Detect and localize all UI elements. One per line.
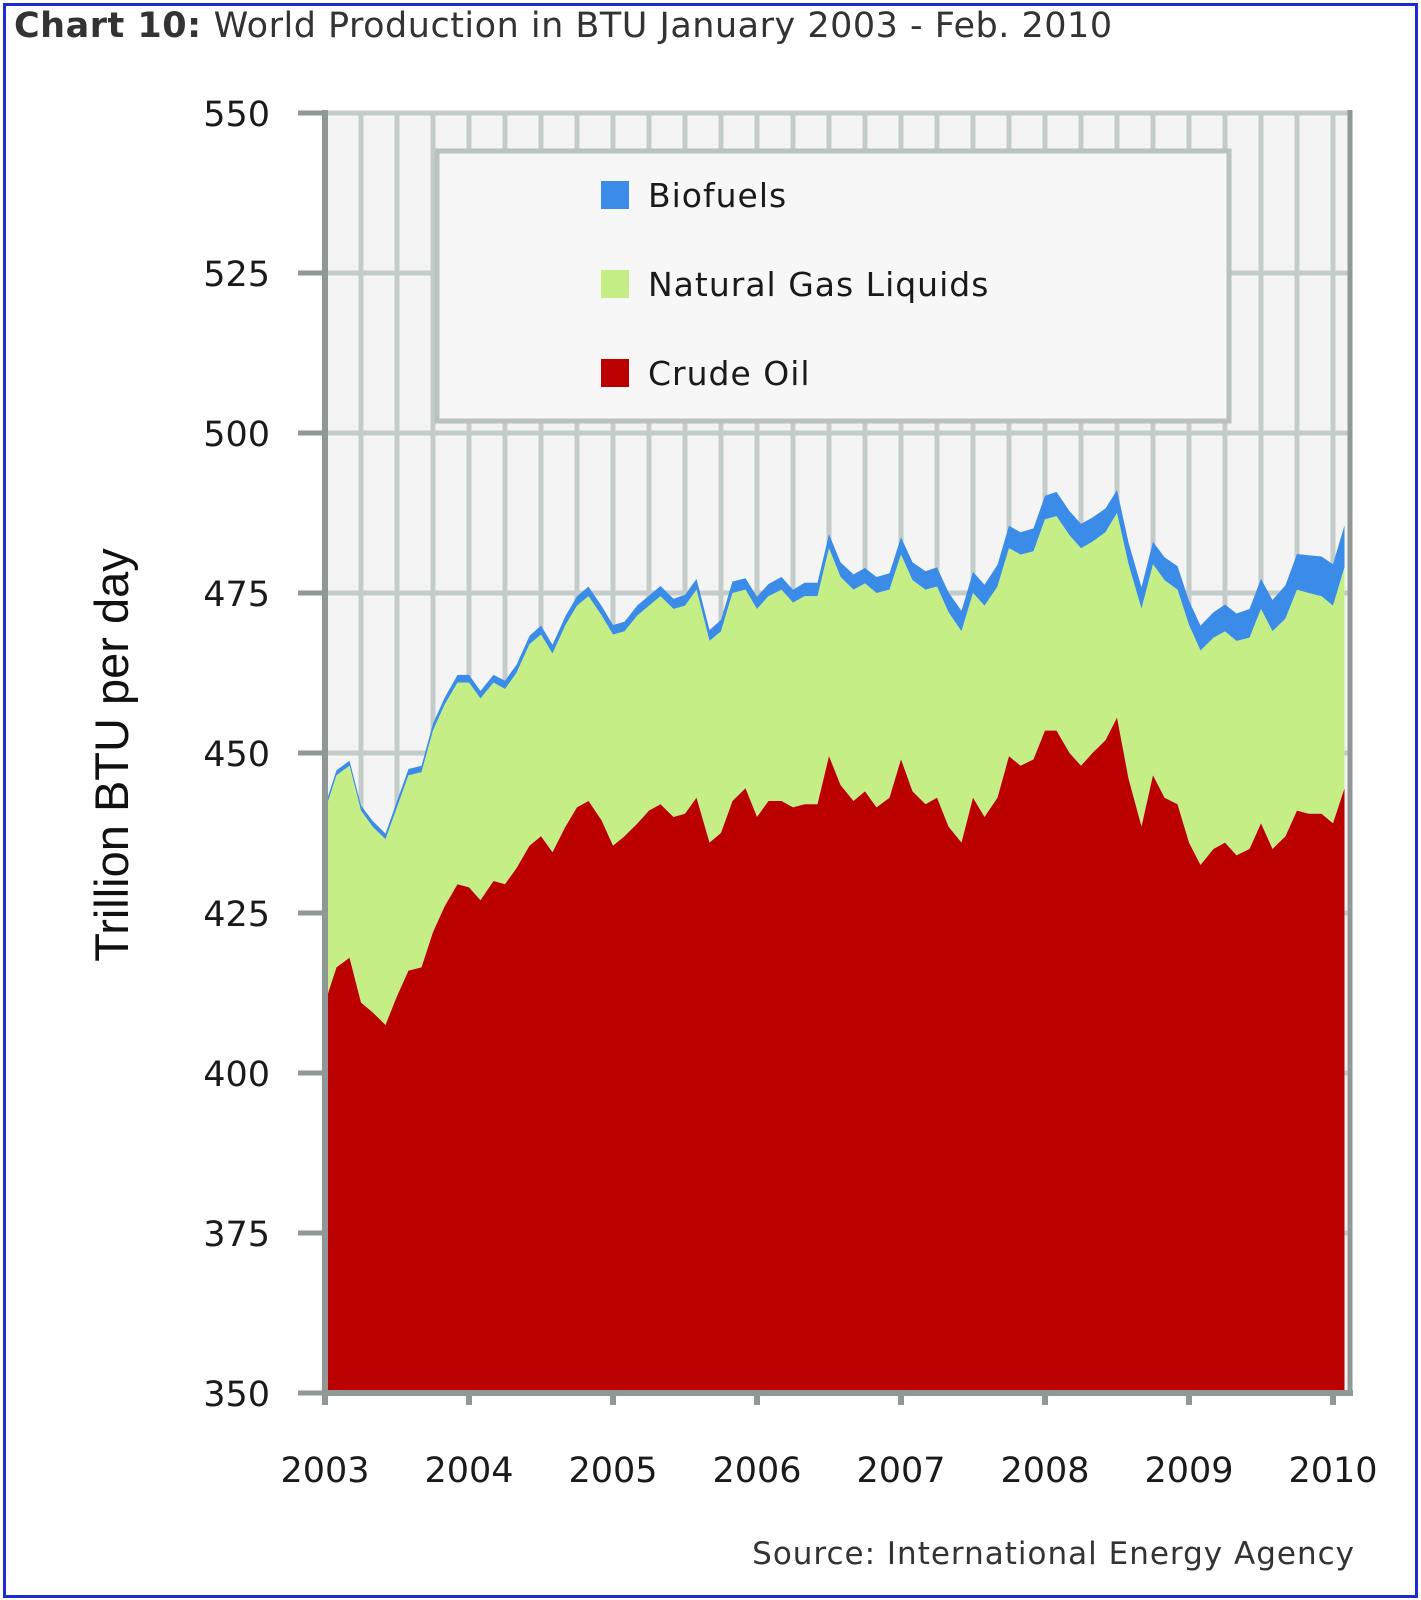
series-area-crude-oil <box>325 717 1345 1393</box>
y-tick-label: 400 <box>203 1055 270 1095</box>
x-tick-label: 2003 <box>280 1451 369 1491</box>
x-tick-label: 2007 <box>856 1451 945 1491</box>
chart-frame <box>3 3 1418 1598</box>
legend-label-natural-gas-liquids: Natural Gas Liquids <box>648 265 989 304</box>
legend <box>434 148 1232 424</box>
x-tick-label: 2006 <box>712 1451 801 1491</box>
y-tick-label: 425 <box>203 895 270 935</box>
y-tick-label: 375 <box>203 1215 270 1255</box>
y-tick-label: 500 <box>203 415 270 455</box>
y-tick-label: 350 <box>203 1375 270 1415</box>
x-tick-label: 2010 <box>1288 1451 1377 1491</box>
y-axis-label: Trillion BTU per day <box>85 548 138 962</box>
x-tick-label: 2005 <box>568 1451 657 1491</box>
series-area-biofuels <box>325 490 1345 840</box>
source-note: Source: International Energy Agency <box>752 1536 1355 1572</box>
x-tick-label: 2009 <box>1144 1451 1233 1491</box>
legend-swatch-biofuels <box>601 181 629 209</box>
legend-swatch-natural-gas-liquids <box>601 270 629 298</box>
y-tick-label: 475 <box>203 575 270 615</box>
chart-title-text: World Production in BTU January 2003 - F… <box>213 6 1113 46</box>
legend-swatch-crude-oil <box>601 359 629 387</box>
y-tick-label: 450 <box>203 735 270 775</box>
y-tick-label: 525 <box>203 255 270 295</box>
x-tick-label: 2004 <box>424 1451 513 1491</box>
legend-label-crude-oil: Crude Oil <box>648 354 811 393</box>
x-tick-label: 2008 <box>1000 1451 1089 1491</box>
legend-label-biofuels: Biofuels <box>648 176 787 215</box>
chart-title: Chart 10: World Production in BTU January… <box>14 6 1113 46</box>
chart-title-prefix: Chart 10: <box>14 6 202 46</box>
series-area-natural-gas-liquids <box>325 513 1345 1025</box>
y-tick-label: 550 <box>203 95 270 135</box>
